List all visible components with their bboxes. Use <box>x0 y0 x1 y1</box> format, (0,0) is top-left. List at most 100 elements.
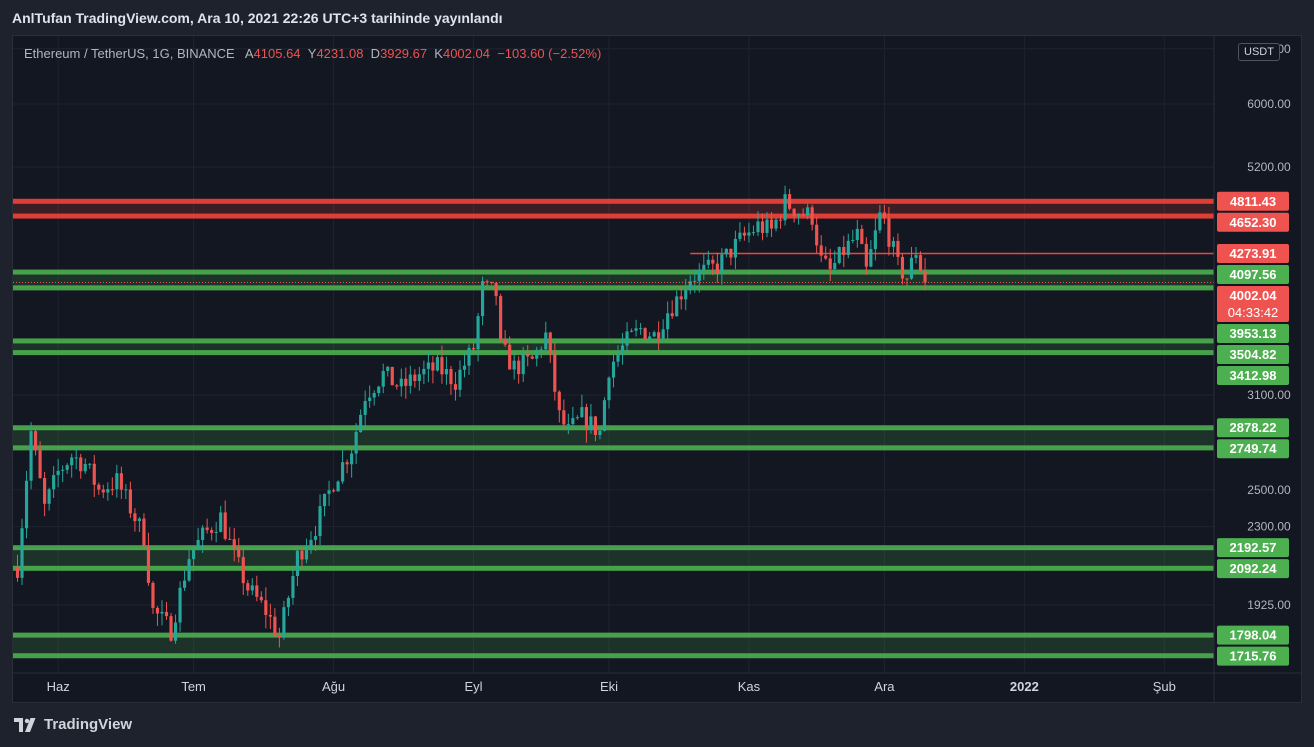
price-label-text: 4811.43 <box>1230 194 1276 209</box>
price-label-box <box>1217 243 1289 263</box>
candle-body <box>178 587 182 623</box>
candle-body <box>300 550 304 560</box>
candle-body <box>684 290 688 300</box>
candle-body <box>462 365 467 370</box>
candle-body <box>97 484 101 490</box>
candle-body <box>828 258 832 270</box>
candle-body <box>661 329 665 339</box>
candles <box>15 185 927 648</box>
candle-body <box>548 332 552 354</box>
candle-body <box>101 489 105 493</box>
support-zone <box>13 340 1214 353</box>
candle-body <box>882 212 886 219</box>
candle-body <box>70 457 74 466</box>
candle-body <box>607 377 611 401</box>
candle-body <box>390 366 394 386</box>
candle-body <box>837 247 841 264</box>
support-price-label: 4097.56 <box>1217 264 1289 284</box>
candle-body <box>580 407 584 418</box>
candle-body <box>616 354 620 362</box>
candle-body <box>693 280 697 282</box>
candle-body <box>124 489 128 491</box>
published-header: AnlTufan TradingView.com, Ara 10, 2021 2… <box>12 10 503 26</box>
candle-body <box>824 255 828 259</box>
candle-body <box>697 269 701 281</box>
candle-body <box>557 391 561 411</box>
price-label-box <box>1217 191 1289 211</box>
chart-frame[interactable] <box>12 35 1302 703</box>
candle-body <box>819 245 823 256</box>
x-tick-label: Ara <box>874 679 895 694</box>
support-price-label: 3412.98 <box>1217 365 1289 385</box>
candle-body <box>88 463 92 465</box>
candle-body <box>359 414 363 432</box>
candle-body <box>232 539 236 548</box>
candle-body <box>846 240 850 256</box>
candle-body <box>553 353 557 392</box>
support-price-label: 2092.24 <box>1217 559 1289 579</box>
candle-body <box>368 397 372 402</box>
support-zone-top-line <box>13 425 1214 431</box>
candle-body <box>810 207 814 225</box>
symbol-name[interactable]: Ethereum / TetherUS, 1G, BINANCE <box>24 46 235 61</box>
candle-body <box>652 332 656 337</box>
candle-body <box>56 470 60 476</box>
candle-body <box>74 457 78 459</box>
support-zone-top-line <box>13 545 1214 551</box>
candle-body <box>201 527 205 540</box>
candle-body <box>426 362 430 369</box>
candle-body <box>738 232 742 239</box>
candle-body <box>494 282 498 297</box>
candle-body <box>639 328 643 330</box>
candle-body <box>797 214 801 217</box>
candle-body <box>386 366 390 371</box>
candle-body <box>255 585 259 597</box>
candle-body <box>192 549 196 560</box>
y-tick-label: 2500.00 <box>1247 483 1291 497</box>
candle-body <box>611 361 616 378</box>
candle-body <box>544 332 548 350</box>
candle-body <box>377 386 381 394</box>
candle-body <box>480 281 485 317</box>
candle-body <box>413 374 417 382</box>
resistance-zone <box>13 201 1214 217</box>
high-value: 4231.08 <box>316 46 364 61</box>
candle-body <box>20 528 24 578</box>
support-price-label: 1715.76 <box>1217 646 1289 666</box>
candle-body <box>625 331 629 346</box>
price-label-text: 2878.22 <box>1230 420 1277 435</box>
candle-body <box>350 453 354 465</box>
price-label-text: 2192.57 <box>1230 540 1277 555</box>
candle-body <box>760 221 765 233</box>
footer-brand[interactable]: TradingView <box>14 716 132 733</box>
price-chart[interactable]: 1925.00 2300.00 2500.00 3100.00 5200.00 6000.… <box>12 35 1302 703</box>
y-tick-label: 5200.00 <box>1247 160 1291 174</box>
low-value: 3929.67 <box>380 46 428 61</box>
footer-brand-label: TradingView <box>44 716 133 733</box>
support-price-label: 2878.22 <box>1217 418 1289 438</box>
candle-body <box>715 263 719 274</box>
candle-body <box>241 557 245 584</box>
candle-body <box>900 256 905 279</box>
x-tick-label: Şub <box>1153 679 1176 694</box>
candle-body <box>24 480 29 529</box>
candle-body <box>530 356 534 359</box>
candle-body <box>205 527 209 531</box>
candle-body <box>182 580 187 588</box>
candle-body <box>774 219 778 229</box>
price-label-text: 4652.30 <box>1230 215 1277 230</box>
currency-badge[interactable]: USDT <box>1238 43 1280 61</box>
price-label-box <box>1217 646 1289 666</box>
support-price-label: 2749.74 <box>1217 439 1289 459</box>
candle-body <box>634 328 638 331</box>
candle-body <box>250 585 254 591</box>
candle-body <box>887 218 891 247</box>
candle-body <box>571 418 575 425</box>
candle-body <box>905 278 909 280</box>
candle-body <box>679 296 683 300</box>
candle-body <box>304 548 309 560</box>
candle-body <box>399 378 403 387</box>
price-label-text: 4002.04 <box>1230 288 1278 303</box>
price-label-box <box>1217 344 1289 364</box>
candle-body <box>801 214 805 216</box>
